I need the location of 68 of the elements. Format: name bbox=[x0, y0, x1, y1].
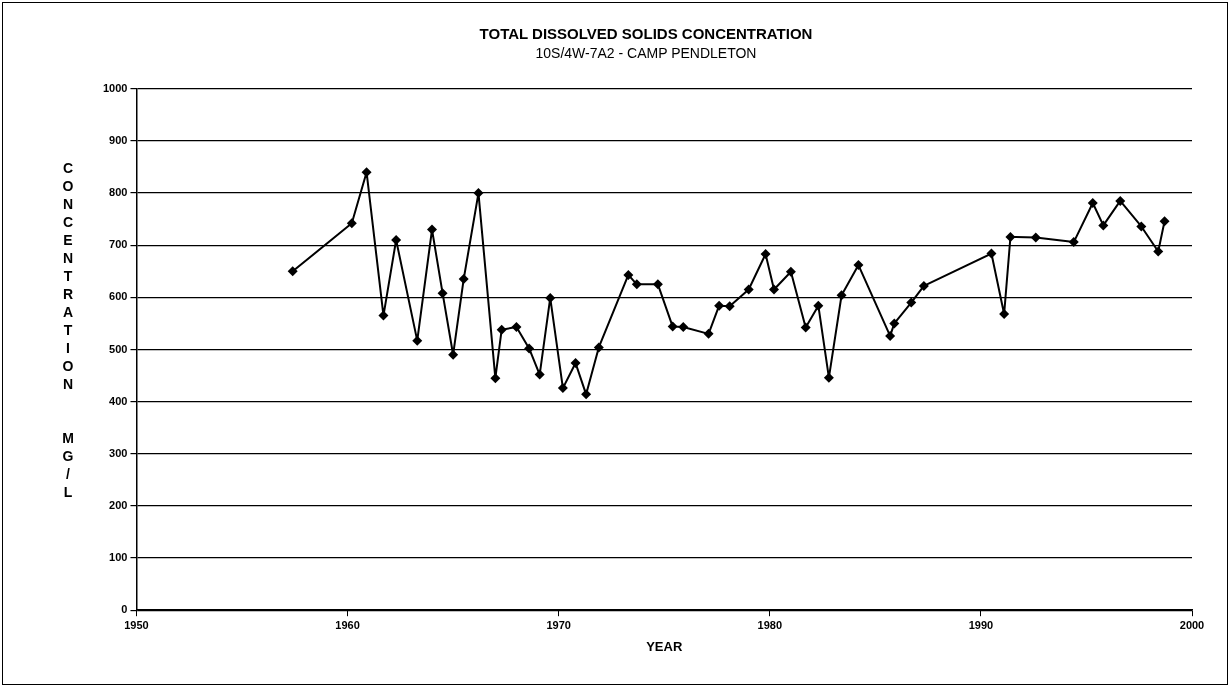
point bbox=[724, 301, 735, 312]
point bbox=[490, 373, 501, 384]
point bbox=[623, 269, 634, 280]
x-tick-label: 1990 bbox=[968, 618, 994, 631]
x-tick-label: 1960 bbox=[335, 618, 360, 631]
point bbox=[412, 335, 423, 346]
point bbox=[1087, 197, 1098, 208]
y-axis-title: CONCENTRATION MG/L bbox=[60, 160, 76, 504]
point bbox=[889, 318, 900, 329]
point bbox=[906, 297, 917, 308]
y-tick-label: 900 bbox=[109, 133, 128, 146]
chart-subtitle: 10S/4W-7A2 - CAMP PENDLETON bbox=[535, 45, 757, 62]
chart-title: TOTAL DISSOLVED SOLIDS CONCENTRATION bbox=[479, 25, 813, 43]
x-axis-title: YEAR bbox=[646, 638, 683, 654]
point bbox=[1153, 246, 1164, 257]
point bbox=[427, 224, 438, 235]
point bbox=[557, 383, 568, 394]
point bbox=[800, 322, 811, 333]
point bbox=[703, 328, 714, 339]
y-tick-label: 100 bbox=[109, 551, 128, 564]
point bbox=[287, 266, 298, 277]
point bbox=[885, 330, 896, 341]
point bbox=[999, 309, 1010, 320]
point bbox=[346, 218, 357, 229]
point bbox=[496, 324, 507, 335]
point bbox=[714, 300, 725, 311]
y-tick-label: 800 bbox=[109, 186, 128, 199]
y-tick-label: 700 bbox=[109, 238, 128, 251]
point bbox=[1115, 195, 1126, 206]
point bbox=[534, 369, 545, 380]
point bbox=[667, 321, 678, 332]
point bbox=[986, 248, 997, 259]
x-tick-label: 2000 bbox=[1179, 618, 1205, 631]
point bbox=[760, 249, 771, 260]
point bbox=[593, 342, 604, 353]
point bbox=[1030, 232, 1041, 243]
point bbox=[836, 290, 847, 301]
y-tick-label: 200 bbox=[109, 498, 128, 511]
y-tick-label: 400 bbox=[109, 394, 128, 407]
y-tick-label: 300 bbox=[109, 446, 128, 459]
y-tick-label: 1000 bbox=[102, 81, 128, 94]
point bbox=[524, 343, 535, 354]
point bbox=[1098, 220, 1109, 231]
point bbox=[458, 274, 469, 285]
point bbox=[678, 322, 689, 333]
point bbox=[631, 279, 642, 290]
point bbox=[570, 358, 581, 369]
x-tick-label: 1970 bbox=[546, 618, 571, 631]
point bbox=[1136, 221, 1147, 232]
point bbox=[511, 322, 522, 333]
point bbox=[1159, 216, 1170, 227]
y-tick-label: 600 bbox=[109, 290, 128, 303]
point bbox=[437, 288, 448, 299]
point bbox=[813, 300, 824, 311]
point bbox=[743, 284, 754, 295]
point bbox=[545, 292, 556, 303]
point bbox=[581, 389, 592, 400]
y-tick-label: 500 bbox=[109, 342, 128, 355]
point bbox=[1068, 237, 1079, 248]
point bbox=[652, 279, 663, 290]
point bbox=[1005, 231, 1016, 242]
x-tick-label: 1980 bbox=[757, 618, 783, 631]
point bbox=[918, 280, 929, 291]
point bbox=[769, 284, 780, 295]
point bbox=[785, 266, 796, 277]
x-tick-label: 1950 bbox=[124, 618, 149, 631]
point bbox=[853, 260, 864, 271]
y-tick-label: 0 bbox=[121, 603, 128, 616]
